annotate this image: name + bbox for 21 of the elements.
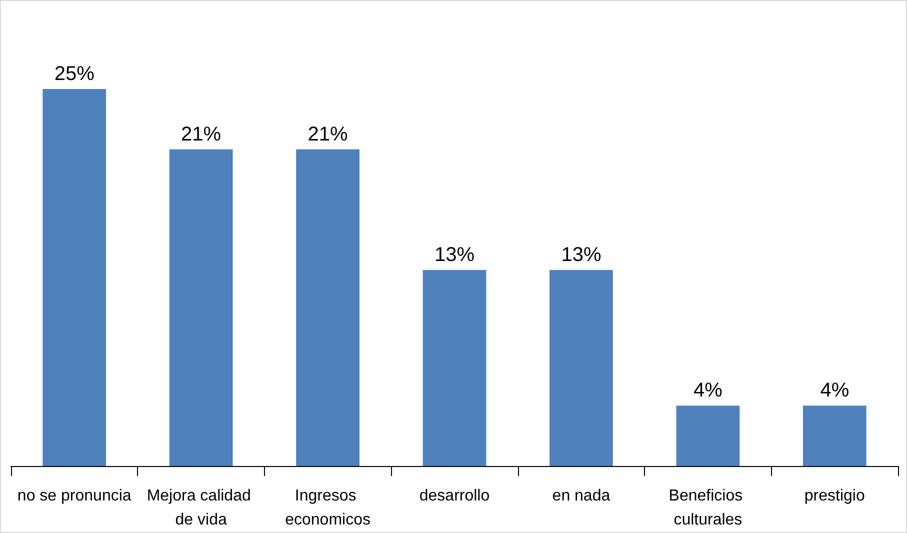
data-label: 4%: [820, 380, 850, 402]
bar: [550, 270, 613, 466]
data-label: 21%: [181, 123, 222, 146]
bar: [169, 149, 233, 466]
x-tick-label: Beneficios culturales: [668, 488, 748, 528]
data-label: 25%: [54, 63, 95, 85]
bar: [802, 406, 866, 466]
bar: [422, 270, 486, 466]
data-label: 13%: [561, 244, 602, 266]
x-tick-label: Mejora calidad de vida: [146, 488, 256, 528]
bar: [676, 406, 740, 466]
data-label: 4%: [693, 380, 723, 402]
bar: [42, 89, 106, 466]
x-tick-label: no se pronuncia: [17, 488, 132, 504]
data-label: 13%: [434, 244, 475, 266]
x-tick-label: Ingresos economicos: [285, 488, 370, 528]
data-label: 21%: [308, 123, 348, 146]
x-tick-label: prestigio: [804, 488, 865, 504]
x-tick-label: desarrollo: [419, 488, 490, 504]
x-tick-label: en nada: [552, 488, 610, 504]
bar: [296, 149, 360, 466]
